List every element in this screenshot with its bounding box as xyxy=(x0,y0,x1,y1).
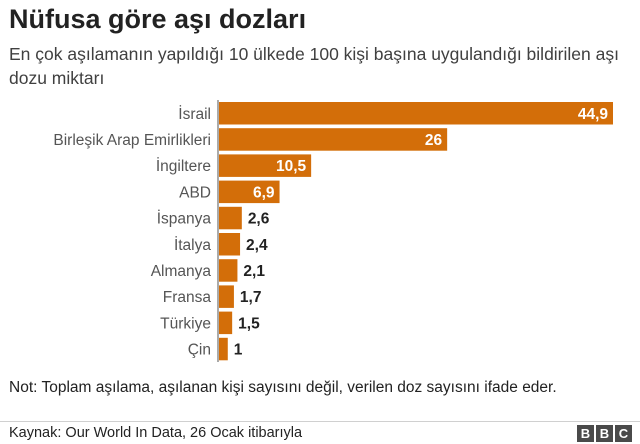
value-label: 6,9 xyxy=(253,184,275,201)
bar-1 xyxy=(219,102,613,125)
bar-10 xyxy=(219,337,228,361)
chart-subtitle: En çok aşılamanın yapıldığı 10 ülkede 10… xyxy=(9,44,619,88)
category-label: İsrail xyxy=(178,105,211,123)
bar-7 xyxy=(219,259,238,282)
footer-divider xyxy=(0,421,640,422)
category-label: İngiltere xyxy=(156,157,211,175)
value-label: 1 xyxy=(234,342,243,359)
chart-title: Nüfusa göre aşı dozları xyxy=(9,4,307,34)
bar-chart: İsrail 44,9 Birleşik Arap Emirlikleri 26 İng… xyxy=(53,100,613,362)
bar-8 xyxy=(219,285,234,308)
category-label: Almanya xyxy=(151,263,212,280)
value-label: 1,7 xyxy=(240,289,262,306)
value-label: 2,6 xyxy=(248,211,270,228)
bar-9 xyxy=(219,311,233,335)
source-text: Kaynak: Our World In Data, 26 Ocak itiba… xyxy=(9,425,303,441)
bar-3 xyxy=(219,154,312,177)
category-label: ABD xyxy=(179,184,211,201)
bar-5 xyxy=(219,206,242,230)
value-label: 10,5 xyxy=(276,158,307,175)
category-label: Çin xyxy=(188,342,211,359)
value-label: 44,9 xyxy=(578,106,609,123)
category-label: Birleşik Arap Emirlikleri xyxy=(53,132,211,149)
logo-letter-b2: B xyxy=(596,425,613,442)
logo-letter-b1: B xyxy=(577,425,594,442)
bar-2 xyxy=(219,128,448,151)
bbc-logo: B B C xyxy=(577,425,632,442)
logo-letter-c: C xyxy=(615,425,632,442)
bar-6 xyxy=(219,233,241,256)
value-label: 1,5 xyxy=(238,315,260,332)
value-label: 2,4 xyxy=(246,237,268,254)
category-label: İtalya xyxy=(174,236,211,254)
category-label: İspanya xyxy=(157,210,212,228)
bar-4 xyxy=(219,180,280,204)
value-label: 26 xyxy=(425,132,443,149)
value-label: 2,1 xyxy=(243,263,265,280)
footnote: Not: Toplam aşılama, aşılanan kişi sayıs… xyxy=(9,379,557,396)
category-label: Fransa xyxy=(163,289,212,306)
category-label: Türkiye xyxy=(160,315,211,332)
